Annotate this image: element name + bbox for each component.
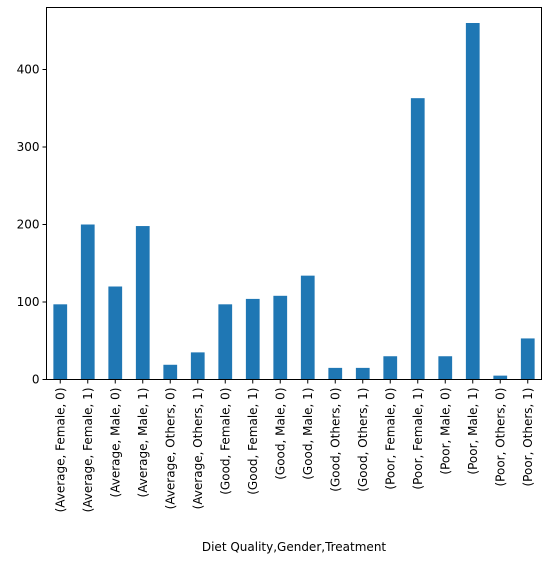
- x-tick-label: (Good, Female, 1): [246, 388, 260, 495]
- bar: [493, 375, 508, 380]
- bar: [328, 367, 343, 380]
- x-tick-label: (Good, Others, 0): [328, 388, 342, 492]
- bar: [53, 304, 68, 380]
- y-tick-label: 300: [17, 140, 40, 154]
- x-tick-label: (Poor, Female, 1): [411, 388, 425, 490]
- x-tick-label: (Poor, Others, 1): [521, 388, 535, 487]
- bar: [300, 275, 315, 380]
- bar: [218, 304, 233, 380]
- bar: [383, 356, 398, 380]
- y-tick-label: 400: [17, 63, 40, 77]
- bar: [273, 295, 288, 380]
- y-tick-label: 0: [32, 373, 40, 387]
- x-tick-label: (Poor, Others, 0): [493, 388, 507, 487]
- bar: [355, 367, 370, 380]
- bar: [410, 98, 425, 380]
- x-tick-label: (Poor, Male, 1): [466, 388, 480, 475]
- x-tick-label: (Good, Male, 0): [273, 388, 287, 480]
- x-axis: (Average, Female, 0) (Average, Female, 1)…: [53, 379, 535, 513]
- x-tick-label: (Good, Others, 1): [356, 388, 370, 492]
- bar: [438, 356, 453, 380]
- x-tick-label: (Average, Female, 0): [53, 388, 67, 513]
- x-tick-label: (Good, Female, 0): [218, 388, 232, 495]
- x-tick-label: (Poor, Female, 0): [383, 388, 397, 490]
- bar: [80, 224, 95, 380]
- bar: [135, 226, 150, 380]
- bar: [190, 352, 205, 380]
- bar: [108, 286, 123, 380]
- x-tick-label: (Average, Male, 1): [136, 388, 150, 498]
- bar: [465, 23, 480, 380]
- plot-frame: [46, 7, 542, 380]
- bar: [245, 298, 260, 380]
- x-tick-label: (Poor, Male, 0): [438, 388, 452, 475]
- x-tick-label: (Average, Male, 0): [108, 388, 122, 498]
- x-tick-label: (Average, Female, 1): [81, 388, 95, 513]
- y-axis: 0 100 200 300 400: [17, 63, 47, 387]
- x-axis-label: Diet Quality,Gender,Treatment: [202, 540, 387, 554]
- bar: [520, 338, 535, 380]
- x-tick-label: (Average, Others, 0): [163, 388, 177, 510]
- x-tick-label: (Good, Male, 1): [301, 388, 315, 480]
- bars-group: [53, 23, 535, 380]
- x-tick-label: (Average, Others, 1): [191, 388, 205, 510]
- y-tick-label: 100: [17, 295, 40, 309]
- bar: [163, 364, 178, 380]
- y-tick-label: 200: [17, 218, 40, 232]
